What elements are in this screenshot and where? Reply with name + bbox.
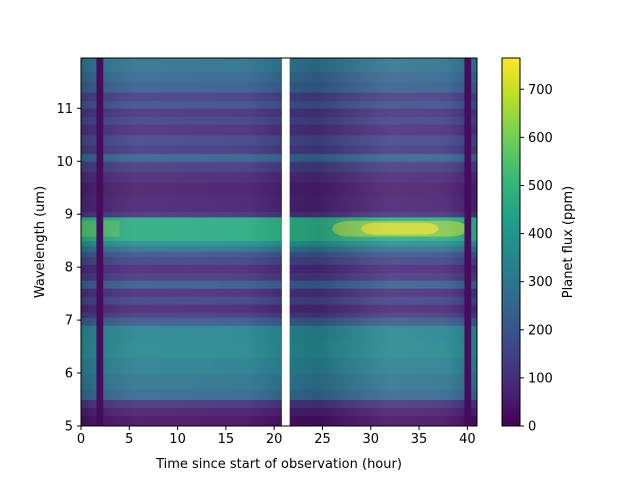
- x-tick-label: 5: [125, 432, 133, 447]
- colorbar-ticks: 0 100 200 300 400 500 600 700: [520, 83, 553, 435]
- x-axis: 0 5 10 15 20 25 30 35 40: [77, 426, 476, 447]
- x-tick-label: 40: [459, 432, 476, 447]
- plot-area: [81, 58, 477, 426]
- y-axis-label: Wavelength (um): [33, 186, 48, 298]
- time-variation-overlay: [81, 58, 477, 426]
- colorbar: [501, 57, 521, 427]
- data-gap: [281, 58, 290, 426]
- x-tick-label: 0: [77, 432, 85, 447]
- colorbar-tick-label: 0: [528, 420, 536, 435]
- x-tick-label: 25: [314, 432, 331, 447]
- colorbar-gradient: [502, 58, 520, 426]
- low-flux-column: [96, 58, 104, 426]
- y-tick-label: 6: [65, 367, 73, 382]
- y-tick-label: 5: [65, 420, 73, 435]
- colorbar-tick-label: 700: [528, 83, 553, 98]
- x-tick-label: 35: [411, 432, 428, 447]
- y-axis: 5 6 7 8 9 10 11: [56, 102, 81, 435]
- x-axis-label: Time since start of observation (hour): [155, 457, 402, 472]
- colorbar-tick-label: 100: [528, 371, 553, 386]
- colorbar-tick-label: 400: [528, 227, 553, 242]
- y-tick-label: 9: [65, 208, 73, 223]
- low-flux-column: [464, 58, 472, 426]
- x-tick-label: 30: [362, 432, 379, 447]
- x-tick-label: 15: [218, 432, 235, 447]
- y-tick-label: 7: [65, 314, 73, 329]
- x-tick-label: 20: [266, 432, 283, 447]
- colorbar-frame: [501, 57, 521, 427]
- y-tick-label: 11: [56, 102, 73, 117]
- colorbar-tick-label: 200: [528, 323, 553, 338]
- plot-frame: [80, 57, 478, 427]
- y-tick-label: 10: [56, 155, 73, 170]
- y-tick-label: 8: [65, 261, 73, 276]
- colorbar-label: Planet flux (ppm): [561, 186, 576, 298]
- x-tick-label: 10: [169, 432, 186, 447]
- colorbar-tick-label: 500: [528, 179, 553, 194]
- colorbar-tick-label: 300: [528, 275, 553, 290]
- colorbar-tick-label: 600: [528, 131, 553, 146]
